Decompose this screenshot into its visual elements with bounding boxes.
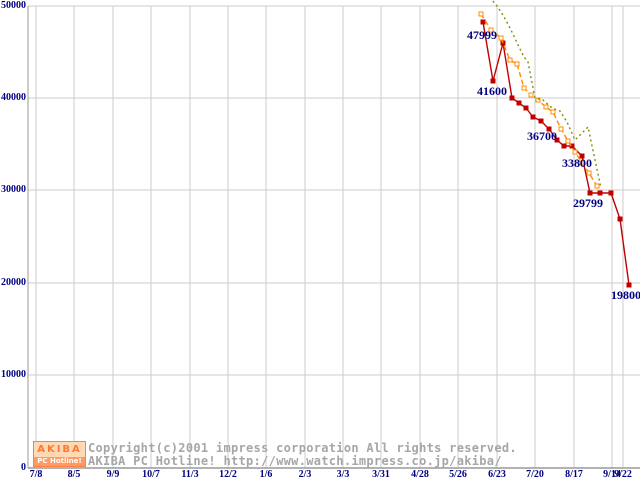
x-axis-label: 3/31: [372, 469, 390, 480]
price-annotation: 47999: [467, 28, 497, 42]
data-point-marker-lowest-price: [554, 137, 560, 143]
data-point-marker-average-price: [498, 35, 504, 41]
data-point-marker-lowest-price: [516, 100, 522, 106]
data-point-marker-average-price: [550, 109, 556, 115]
data-point-marker-lowest-price: [480, 19, 486, 25]
series-line-lowest-price: [482, 21, 630, 286]
series-line-average-price: [480, 13, 598, 187]
y-axis-label: 50000: [1, 0, 26, 11]
price-annotation: 33800: [562, 156, 592, 170]
price-annotation: 41600: [477, 84, 507, 98]
x-axis-label: 2/3: [298, 469, 312, 480]
data-point-marker-average-price: [543, 104, 549, 110]
data-point-marker-lowest-price: [617, 216, 623, 222]
data-point-marker-average-price: [507, 57, 513, 63]
y-axis-label: 40000: [1, 92, 26, 103]
y-axis-label: 0: [21, 462, 26, 473]
price-annotation: 29799: [573, 196, 603, 210]
data-point-marker-average-price: [586, 170, 592, 176]
data-point-marker-average-price: [521, 85, 527, 91]
data-point-marker-average-price: [594, 183, 600, 189]
data-point-marker-average-price: [478, 11, 484, 17]
copyright-text: Copyright(c)2001 impress corporation All…: [88, 441, 517, 455]
data-point-marker-lowest-price: [587, 190, 593, 196]
data-point-marker-lowest-price: [500, 40, 506, 46]
x-axis-label: 9/14: [603, 469, 621, 480]
data-point-marker-lowest-price: [569, 143, 575, 149]
akiba-logo: AKIBA PC Hotline!: [33, 441, 86, 467]
x-axis-label: 9/9: [106, 469, 120, 480]
y-axis-label: 20000: [1, 277, 26, 288]
x-axis-label: 3/3: [336, 469, 350, 480]
x-axis-label: 8/17: [565, 469, 583, 480]
x-axis-label: 1/6: [259, 469, 273, 480]
data-point-marker-lowest-price: [530, 114, 536, 120]
data-point-marker-lowest-price: [597, 190, 603, 196]
data-point-marker-average-price: [528, 92, 534, 98]
data-point-marker-average-price: [488, 27, 494, 33]
price-annotation: 19800: [611, 288, 640, 302]
akiba-logo-title: AKIBA: [37, 444, 82, 455]
x-axis-label: 7/8: [29, 469, 43, 480]
data-point-marker-lowest-price: [490, 78, 496, 84]
x-axis-label: 8/5: [67, 469, 81, 480]
data-point-marker-lowest-price: [561, 143, 567, 149]
data-point-marker-lowest-price: [608, 190, 614, 196]
site-url-text: AKIBA PC Hotline! http://www.watch.impre…: [88, 454, 502, 468]
price-annotation: 36700: [527, 129, 557, 143]
x-axis-label: 6/23: [488, 469, 506, 480]
data-point-marker-lowest-price: [546, 126, 552, 132]
x-axis-label: 9/22: [614, 469, 632, 480]
data-point-marker-lowest-price: [523, 105, 529, 111]
x-axis-label: 12/2: [219, 469, 237, 480]
akiba-logo-subtitle: PC Hotline!: [34, 457, 85, 466]
data-point-marker-average-price: [565, 138, 571, 144]
data-point-marker-average-price: [558, 126, 564, 132]
data-point-marker-average-price: [535, 97, 541, 103]
data-point-marker-lowest-price: [579, 153, 585, 159]
x-axis-label: 7/20: [526, 469, 544, 480]
x-axis-label: 4/28: [411, 469, 429, 480]
data-point-marker-average-price: [514, 61, 520, 67]
data-point-marker-average-price: [572, 149, 578, 155]
y-axis-label: 30000: [1, 184, 26, 195]
data-point-marker-lowest-price: [509, 95, 515, 101]
data-point-marker-lowest-price: [538, 118, 544, 124]
data-point-marker-lowest-price: [626, 282, 632, 288]
x-axis-label: 11/3: [181, 469, 199, 480]
x-axis-label: 5/26: [449, 469, 467, 480]
y-axis-label: 10000: [1, 369, 26, 380]
data-point-marker-average-price: [579, 160, 585, 166]
x-axis-label: 10/7: [142, 469, 160, 480]
